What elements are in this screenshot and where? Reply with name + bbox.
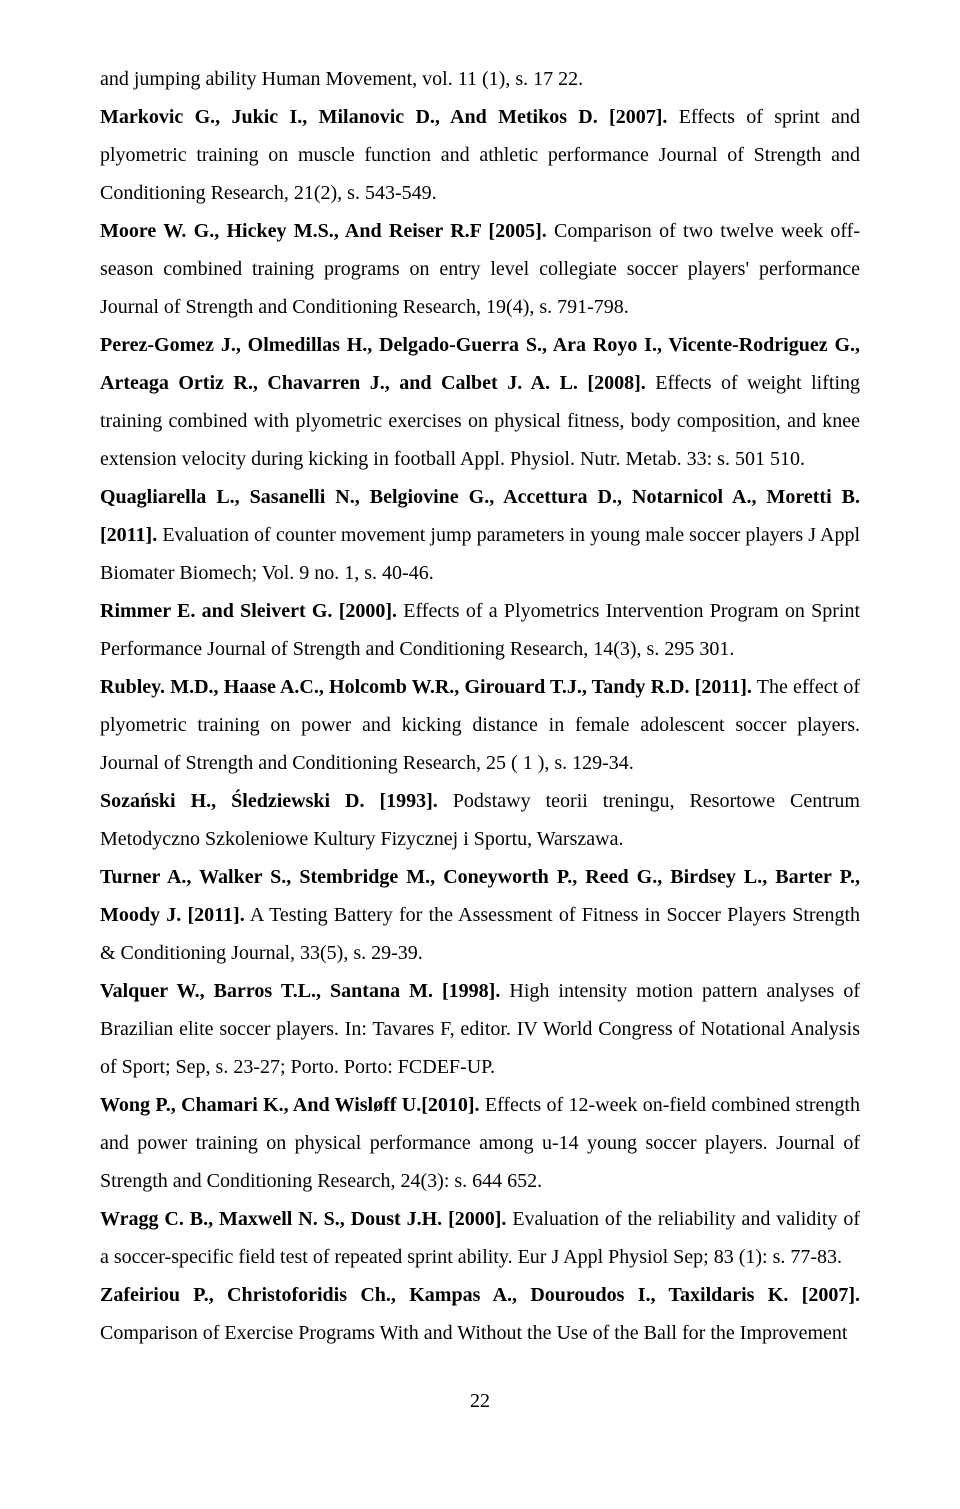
reference-authors: Rubley. M.D., Haase A.C., Holcomb W.R., …	[100, 676, 752, 698]
reference-item: Quagliarella L., Sasanelli N., Belgiovin…	[100, 478, 860, 592]
reference-authors: Valquer W., Barros T.L., Santana M. [199…	[100, 980, 500, 1002]
page: and jumping ability Human Movement, vol.…	[0, 0, 960, 1460]
reference-item: Perez-Gomez J., Olmedillas H., Delgado-G…	[100, 326, 860, 478]
reference-body: Evaluation of counter movement jump para…	[100, 524, 860, 584]
reference-authors: Zafeiriou P., Christoforidis Ch., Kampas…	[100, 1284, 860, 1306]
page-number: 22	[100, 1382, 860, 1420]
reference-authors: Wong P., Chamari K., And Wisløff U.[2010…	[100, 1094, 480, 1116]
reference-item: Turner A., Walker S., Stembridge M., Con…	[100, 858, 860, 972]
reference-authors: Sozański H., Śledziewski D. [1993].	[100, 790, 438, 812]
reference-pre-text: and jumping ability Human Movement, vol.…	[100, 68, 583, 90]
reference-item: Zafeiriou P., Christoforidis Ch., Kampas…	[100, 1276, 860, 1352]
reference-authors: Rimmer E. and Sleivert G. [2000].	[100, 600, 397, 622]
reference-item: Valquer W., Barros T.L., Santana M. [199…	[100, 972, 860, 1086]
reference-item: Markovic G., Jukic I., Milanovic D., And…	[100, 98, 860, 212]
reference-item: Wong P., Chamari K., And Wisløff U.[2010…	[100, 1086, 860, 1200]
reference-item: Rimmer E. and Sleivert G. [2000]. Effect…	[100, 592, 860, 668]
reference-item: and jumping ability Human Movement, vol.…	[100, 60, 860, 98]
reference-item: Rubley. M.D., Haase A.C., Holcomb W.R., …	[100, 668, 860, 782]
reference-item: Wragg C. B., Maxwell N. S., Doust J.H. […	[100, 1200, 860, 1276]
reference-item: Moore W. G., Hickey M.S., And Reiser R.F…	[100, 212, 860, 326]
references-block: and jumping ability Human Movement, vol.…	[100, 60, 860, 1352]
reference-authors: Wragg C. B., Maxwell N. S., Doust J.H. […	[100, 1208, 506, 1230]
reference-authors: Markovic G., Jukic I., Milanovic D., And…	[100, 106, 667, 128]
reference-item: Sozański H., Śledziewski D. [1993]. Pods…	[100, 782, 860, 858]
reference-authors: Moore W. G., Hickey M.S., And Reiser R.F…	[100, 220, 547, 242]
reference-body: Comparison of Exercise Programs With and…	[100, 1322, 848, 1344]
